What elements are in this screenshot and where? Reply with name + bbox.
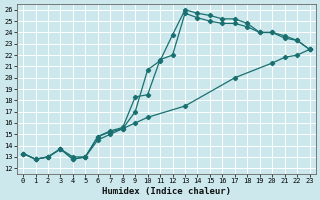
- X-axis label: Humidex (Indice chaleur): Humidex (Indice chaleur): [102, 187, 231, 196]
